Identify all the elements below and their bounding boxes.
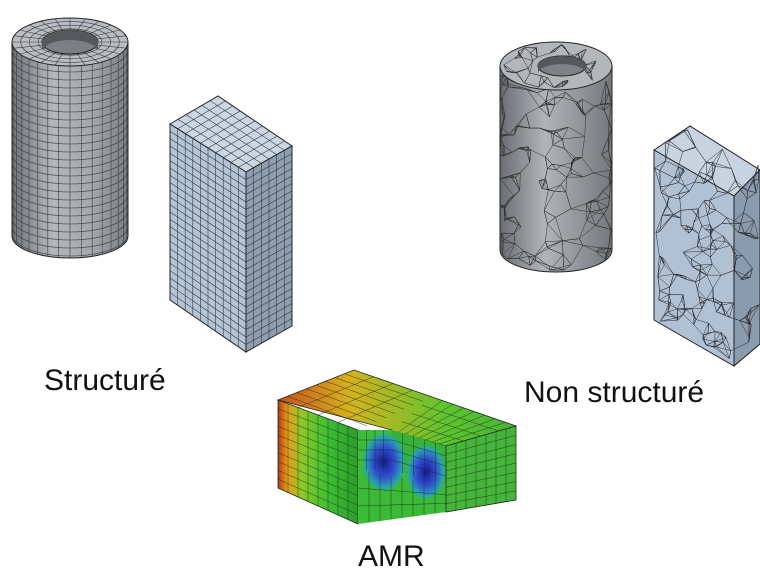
amr-caption: AMR — [358, 540, 425, 573]
unstructured-cylinder — [499, 41, 613, 273]
structured-caption: Structuré — [44, 364, 166, 397]
unstructured-caption: Non structuré — [524, 376, 705, 409]
structured-cylinder — [11, 17, 129, 259]
structured-box — [169, 95, 293, 353]
amr-block — [276, 369, 518, 525]
unstructured-box — [653, 125, 760, 368]
